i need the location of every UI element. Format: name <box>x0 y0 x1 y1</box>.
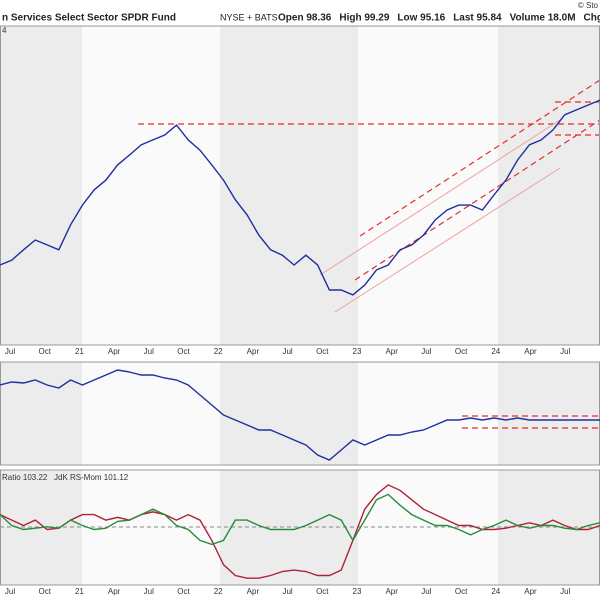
x-tick-label: Jul <box>560 347 570 356</box>
year-band <box>358 362 498 465</box>
x-tick-label: Apr <box>524 587 537 596</box>
year-band <box>82 26 220 345</box>
quote-stat: Chg -2 <box>584 13 600 24</box>
year-band <box>498 362 600 465</box>
x-tick-label: Apr <box>108 347 121 356</box>
channel-mid <box>354 119 600 281</box>
legend-entry: Ratio 103.22 <box>2 473 48 482</box>
x-tick-label: 21 <box>75 587 84 596</box>
channel-top <box>359 79 600 237</box>
year-band <box>82 362 220 465</box>
x-tick-label: 22 <box>214 347 223 356</box>
quote-stat: Volume 18.0M <box>510 13 576 24</box>
chart-title: n Services Select Sector SPDR Fund <box>2 13 176 24</box>
year-band <box>220 26 358 345</box>
x-tick-label: 23 <box>353 587 362 596</box>
x-tick-label: Oct <box>316 587 329 596</box>
x-tick-label: Oct <box>177 347 190 356</box>
year-band <box>0 26 82 345</box>
x-tick-label: Jul <box>5 587 15 596</box>
channel-light <box>334 167 561 313</box>
x-tick-label: Jul <box>421 347 431 356</box>
x-tick-label: Jul <box>560 587 570 596</box>
year-band <box>498 26 600 345</box>
x-tick-label: Jul <box>144 587 154 596</box>
channel-lines <box>319 119 561 313</box>
x-tick-label: Apr <box>385 347 398 356</box>
series-line <box>0 484 600 579</box>
year-band <box>220 362 358 465</box>
x-tick-label: Jul <box>282 347 292 356</box>
copyright: © Sto <box>578 1 599 10</box>
year-band <box>358 26 498 345</box>
x-tick-label: Apr <box>247 347 260 356</box>
series-line <box>0 369 600 461</box>
corner-label: 4 <box>2 26 7 35</box>
series-line <box>0 99 600 296</box>
quote-stat: Last 95.84 <box>453 13 502 24</box>
x-tick-label: Jul <box>5 347 15 356</box>
x-tick-label: Apr <box>524 347 537 356</box>
quote-stat: Low 95.16 <box>397 13 445 24</box>
x-tick-label: 24 <box>491 587 500 596</box>
x-tick-label: Oct <box>316 347 329 356</box>
x-tick-label: Oct <box>177 587 190 596</box>
legend-entry: JdK RS-Mom 101.12 <box>54 473 129 482</box>
x-tick-label: 24 <box>491 347 500 356</box>
exchange: NYSE + BATS <box>220 12 278 22</box>
x-tick-label: Oct <box>455 587 468 596</box>
x-tick-label: Oct <box>38 587 51 596</box>
series-line <box>0 493 600 546</box>
x-tick-label: Oct <box>38 347 51 356</box>
year-bands <box>0 26 600 585</box>
channel-light <box>319 119 561 276</box>
x-tick-label: Oct <box>455 347 468 356</box>
x-tick-label: Jul <box>282 587 292 596</box>
x-tick-label: Jul <box>421 587 431 596</box>
x-tick-label: Apr <box>108 587 121 596</box>
x-tick-label: Jul <box>144 347 154 356</box>
x-tick-label: 21 <box>75 347 84 356</box>
x-tick-label: Apr <box>385 587 398 596</box>
x-tick-label: 23 <box>353 347 362 356</box>
x-tick-label: 22 <box>214 587 223 596</box>
trend-lines <box>138 79 600 429</box>
x-tick-label: Apr <box>247 587 260 596</box>
year-band <box>0 362 82 465</box>
quote-stat: Open 98.36 <box>278 13 332 24</box>
quote-stat: High 99.29 <box>339 13 389 24</box>
